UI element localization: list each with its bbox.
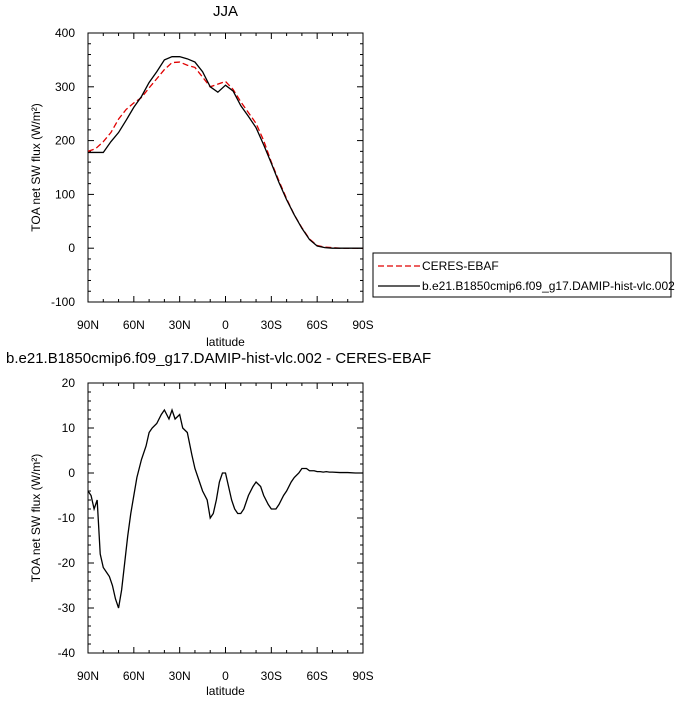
y-tick-label: 10 xyxy=(62,421,76,435)
y-tick-label: -20 xyxy=(58,556,76,570)
legend-label: CERES-EBAF xyxy=(422,259,499,273)
x-tick-label: 60N xyxy=(123,318,145,332)
y-tick-label: 200 xyxy=(55,134,75,148)
x-axis-label: latitude xyxy=(206,335,245,349)
y-axis-label: TOA net SW flux (W/m²) xyxy=(29,103,43,231)
x-tick-label: 60S xyxy=(306,669,327,683)
x-tick-label: 90N xyxy=(77,318,99,332)
x-tick-label: 90S xyxy=(352,669,373,683)
y-tick-label: -10 xyxy=(58,511,76,525)
chart-panel-2: b.e21.B1850cmip6.f09_g17.DAMIP-hist-vlc.… xyxy=(6,350,431,698)
chart-title: b.e21.B1850cmip6.f09_g17.DAMIP-hist-vlc.… xyxy=(6,350,431,367)
legend-label: b.e21.B1850cmip6.f09_g17.DAMIP-hist-vlc.… xyxy=(422,279,675,293)
y-tick-label: -40 xyxy=(58,646,76,660)
y-tick-label: -100 xyxy=(51,295,75,309)
x-tick-label: 30N xyxy=(169,669,191,683)
x-tick-label: 0 xyxy=(222,318,229,332)
legend-box xyxy=(372,252,672,298)
plot-frame xyxy=(87,382,364,654)
x-axis-label: latitude xyxy=(206,684,245,698)
y-tick-label: 300 xyxy=(55,80,75,94)
x-tick-label: 90N xyxy=(77,669,99,683)
y-tick-label: -30 xyxy=(58,601,76,615)
y-tick-label: 100 xyxy=(55,187,75,201)
x-tick-label: 30S xyxy=(261,318,282,332)
x-tick-label: 30S xyxy=(261,669,282,683)
y-tick-label: 0 xyxy=(68,466,75,480)
chart-title: JJA xyxy=(213,3,238,20)
series-line-1 xyxy=(88,407,363,609)
x-tick-label: 60S xyxy=(306,318,327,332)
legend: CERES-EBAF b.e21.B1850cmip6.f09_g17.DAMIP… xyxy=(372,252,675,298)
x-tick-label: 0 xyxy=(222,669,229,683)
x-tick-label: 60N xyxy=(123,669,145,683)
y-axis-label: TOA net SW flux (W/m²) xyxy=(29,454,43,582)
chart-panel-1: JJA -100 0 100 200 300 400 90N 60N 30N 0 30S 60S 90S l… xyxy=(29,3,675,349)
y-tick-label: 400 xyxy=(55,26,75,40)
x-tick-label: 90S xyxy=(352,318,373,332)
series-line-1 xyxy=(88,61,363,249)
y-tick-label: 20 xyxy=(62,376,76,390)
x-tick-label: 30N xyxy=(169,318,191,332)
plot-frame xyxy=(87,32,364,303)
y-tick-label: 0 xyxy=(68,241,75,255)
series-line-2 xyxy=(88,56,363,249)
